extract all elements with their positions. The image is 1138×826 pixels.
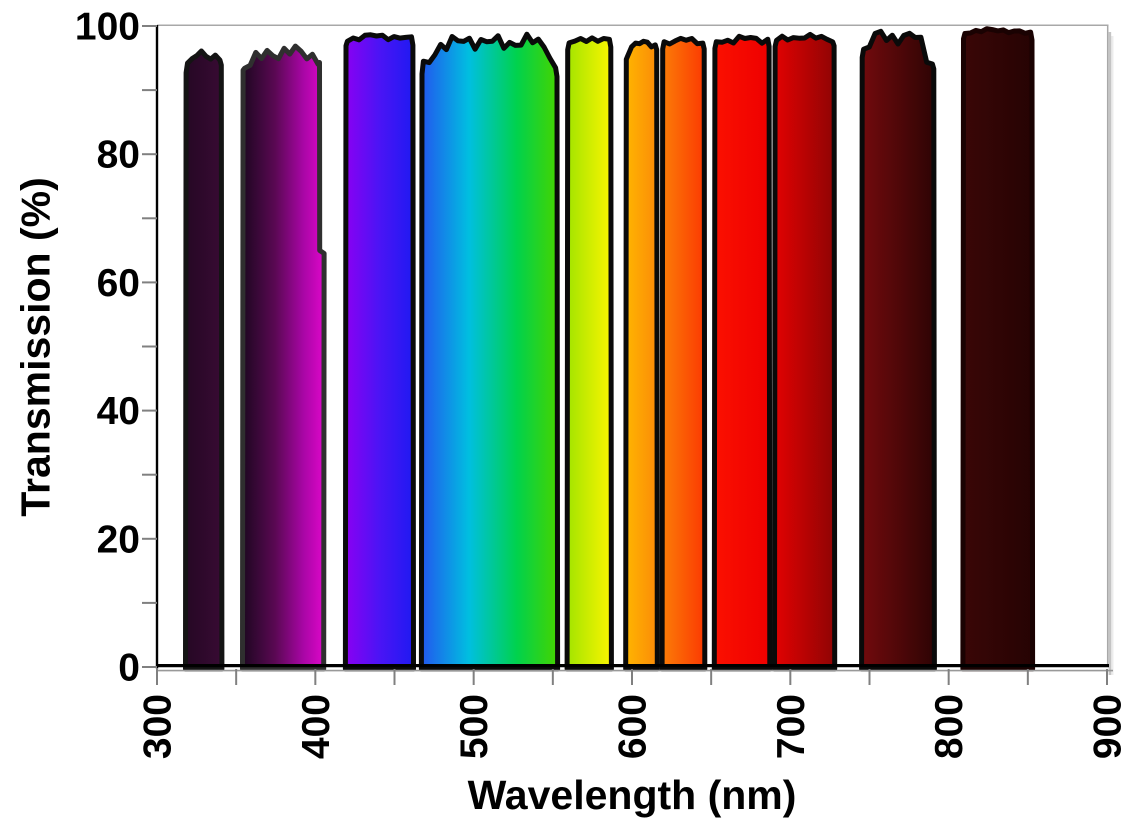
band-filter-355-405 xyxy=(240,43,327,672)
x-axis-title: Wavelength (nm) xyxy=(467,772,797,818)
band-filter-595-615 xyxy=(623,38,660,672)
band-filter-620-645 xyxy=(659,35,708,672)
y-tick-label-0: 0 xyxy=(118,647,140,690)
y-tick-label-40: 40 xyxy=(97,390,140,433)
band-filter-810-855 xyxy=(960,26,1036,672)
y-tick-label-100: 100 xyxy=(75,6,140,49)
band-filter-320-340 xyxy=(183,48,225,672)
band-filter-420-460 xyxy=(342,32,416,672)
band-filter-750-790 xyxy=(859,28,937,672)
x-tick-label-900: 900 xyxy=(1087,694,1130,759)
y-axis-title: Transmission (%) xyxy=(12,177,59,517)
x-tick-label-400: 400 xyxy=(295,694,338,759)
x-tick-label-600: 600 xyxy=(612,694,655,759)
band-filter-690-730 xyxy=(772,31,838,672)
band-filter-470-550 xyxy=(418,31,561,672)
x-tick-label-700: 700 xyxy=(770,694,813,759)
y-tick-label-20: 20 xyxy=(97,518,140,561)
x-tick-label-500: 500 xyxy=(453,694,496,759)
y-tick-label-80: 80 xyxy=(97,134,140,177)
band-filter-560-585 xyxy=(564,35,614,672)
x-tick-label-300: 300 xyxy=(137,694,180,759)
y-tick-label-60: 60 xyxy=(97,262,140,305)
band-filter-655-685 xyxy=(711,33,773,672)
x-tick-label-800: 800 xyxy=(928,694,971,759)
